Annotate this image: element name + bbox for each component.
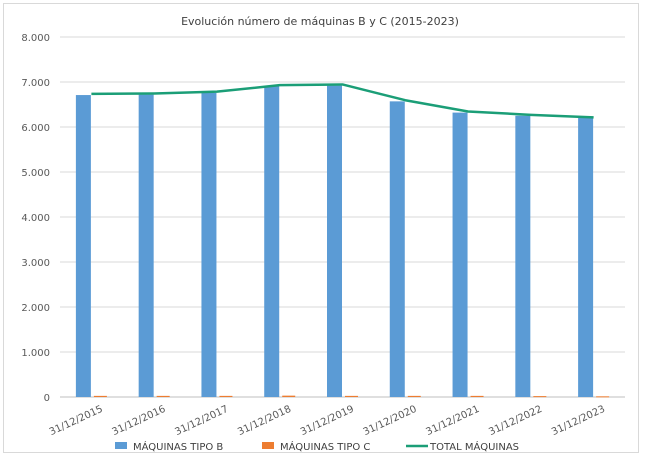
gridlines: [60, 36, 625, 398]
legend-label: TOTAL MÁQUINAS: [429, 440, 519, 453]
x-tick-label: 31/12/2015: [48, 404, 105, 438]
bar-tipo-b: [578, 118, 594, 397]
bar-tipo-c: [533, 396, 547, 398]
legend-swatch: [262, 442, 274, 449]
legend-swatch: [115, 442, 127, 449]
bar-tipo-c: [470, 395, 484, 397]
y-tick-label: 2.000: [21, 303, 50, 314]
y-tick-label: 4.000: [21, 213, 50, 224]
total-line: [91, 83, 594, 119]
bar-tipo-c: [219, 395, 233, 397]
total-maquinas-line: [91, 83, 594, 119]
y-tick-label: 0: [44, 393, 50, 404]
bar-tipo-b: [264, 86, 280, 397]
x-tick-label: 31/12/2022: [487, 404, 544, 438]
y-tick-label: 3.000: [21, 258, 50, 269]
bar-tipo-b: [515, 115, 531, 397]
y-tick-label: 7.000: [21, 78, 50, 89]
bars: [75, 85, 610, 398]
y-tick-label: 5.000: [21, 168, 50, 179]
legend-label: MÁQUINAS TIPO C: [280, 440, 370, 453]
bar-tipo-b: [138, 94, 154, 397]
x-tick-label: 31/12/2018: [236, 404, 293, 438]
x-tick-label: 31/12/2021: [424, 404, 481, 438]
bar-tipo-c: [156, 395, 170, 397]
x-tick-label: 31/12/2023: [550, 404, 607, 438]
legend-label: MÁQUINAS TIPO B: [133, 440, 223, 453]
bar-tipo-b: [75, 95, 91, 398]
y-tick-label: 8.000: [21, 33, 50, 44]
y-tick-label: 6.000: [21, 123, 50, 134]
x-tick-label: 31/12/2016: [111, 404, 168, 438]
bar-tipo-c: [93, 395, 107, 397]
bar-tipo-c: [407, 395, 421, 397]
bar-tipo-c: [596, 396, 610, 398]
x-tick-label: 31/12/2019: [299, 404, 356, 438]
legend: MÁQUINAS TIPO B MÁQUINAS TIPO C TOTAL MÁQU…: [115, 440, 519, 453]
bar-tipo-b: [201, 92, 217, 398]
bar-tipo-c: [282, 395, 296, 397]
y-axis: 0 1.000 2.000 3.000 4.000 5.000 6.000 7.000 8.00…: [21, 33, 50, 404]
x-axis: 31/12/2015 31/12/2016 31/12/2017 31/12/2018…: [48, 404, 607, 438]
chart-frame: [3, 3, 639, 453]
y-tick-label: 1.000: [21, 348, 50, 359]
x-tick-label: 31/12/2020: [362, 404, 419, 438]
x-tick-label: 31/12/2017: [173, 404, 230, 438]
bar-tipo-b: [327, 85, 342, 397]
bar-tipo-b: [389, 101, 405, 397]
chart-title: Evolución número de máquinas B y C (2015…: [181, 15, 459, 28]
bar-tipo-c: [345, 395, 358, 397]
bar-tipo-b: [452, 112, 468, 397]
